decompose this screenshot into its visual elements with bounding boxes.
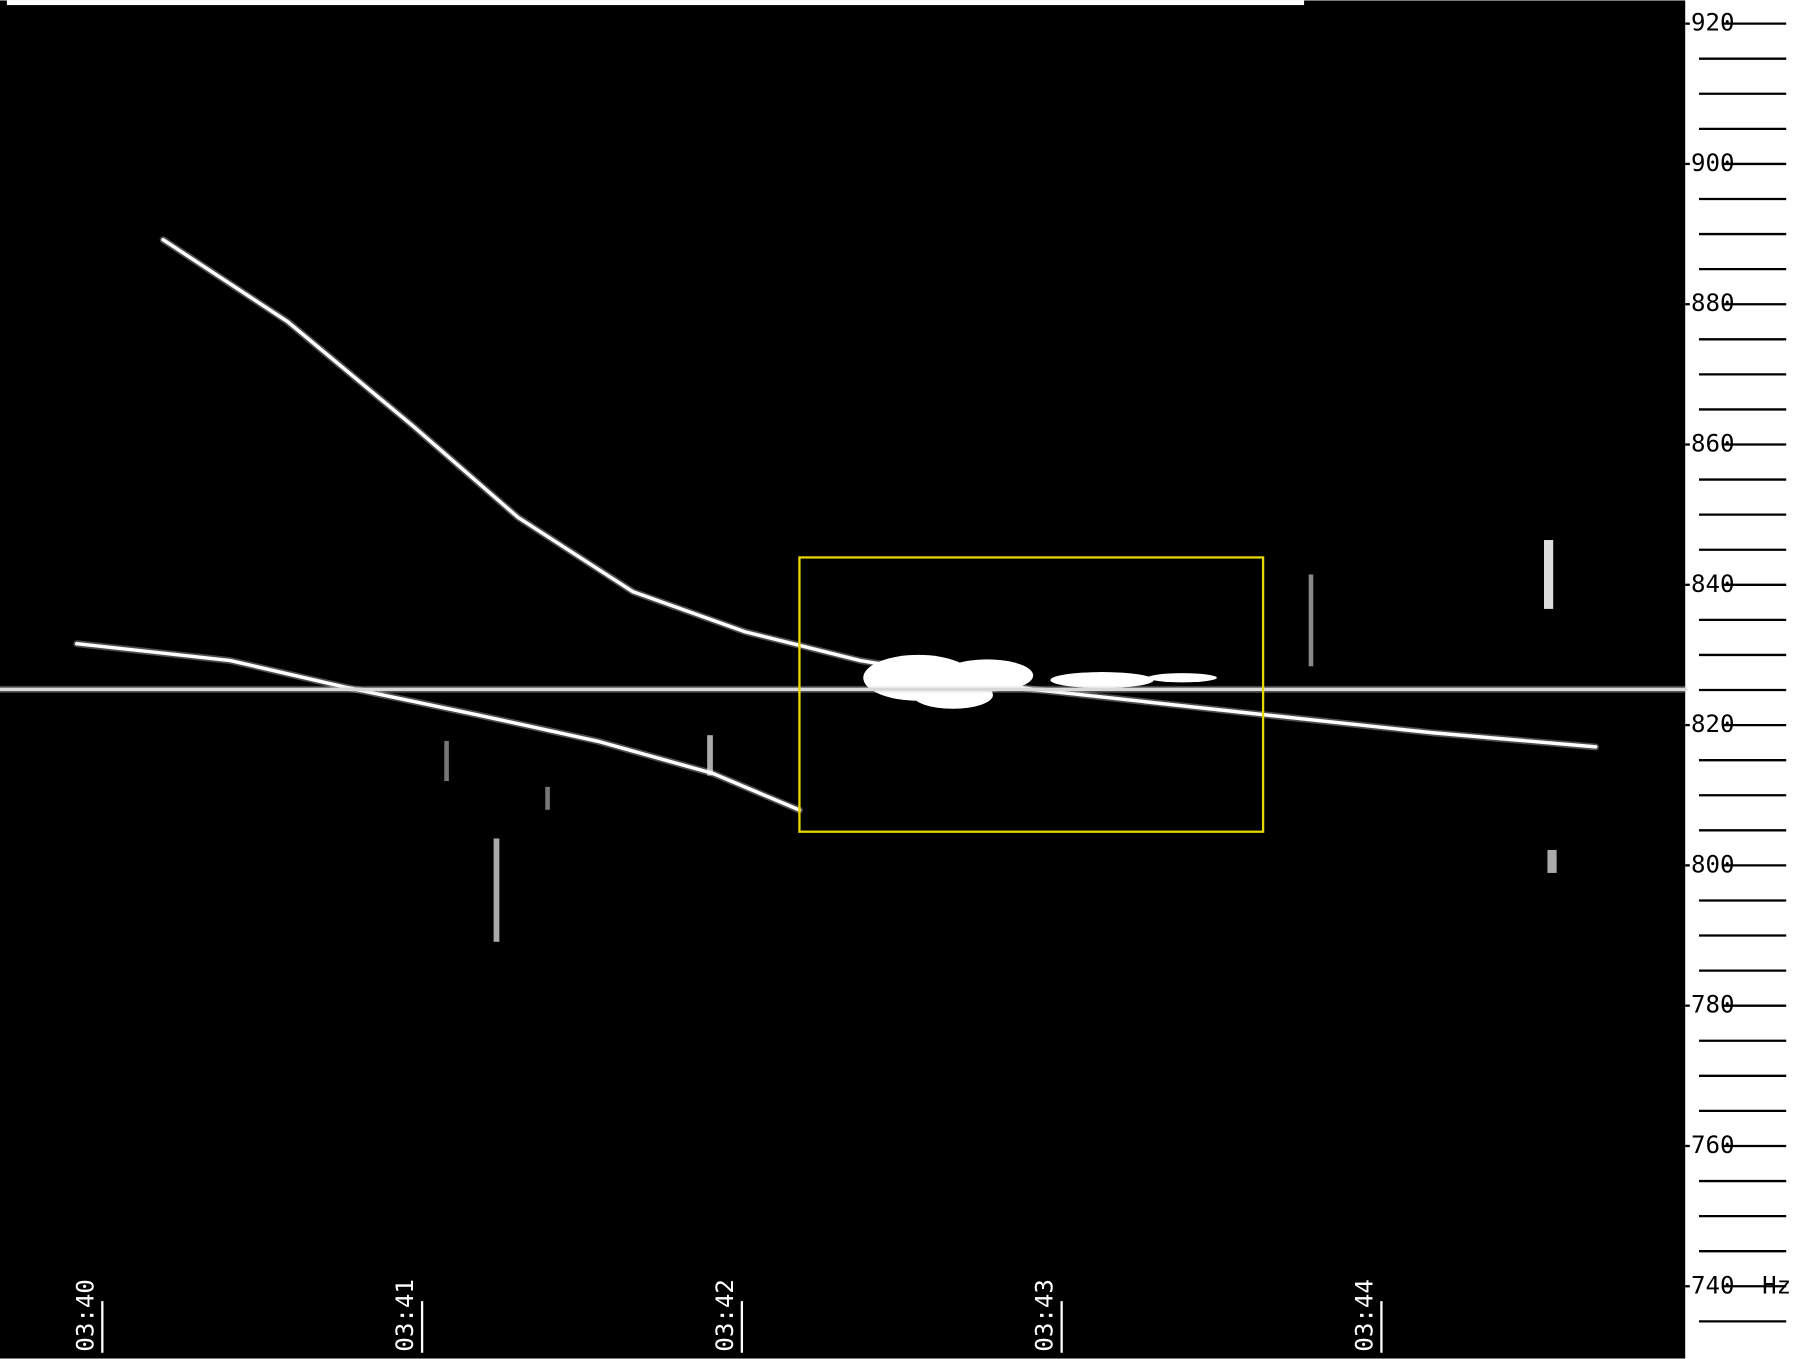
x-tick-label: 03:42 xyxy=(711,1279,739,1352)
x-tick-label: 03:41 xyxy=(391,1279,419,1352)
y-tick-label: 880 xyxy=(1691,289,1735,317)
top-bar xyxy=(6,0,1305,6)
y-tick-label: 760 xyxy=(1691,1131,1735,1159)
trace xyxy=(161,237,1598,749)
y-tick-label: 780 xyxy=(1691,991,1735,1019)
y-unit: Hz xyxy=(1762,1271,1791,1299)
y-tick-label: 900 xyxy=(1691,149,1735,177)
plot-background xyxy=(0,0,1686,1359)
x-tick-label: 03:44 xyxy=(1350,1279,1378,1352)
x-tick-label: 03:40 xyxy=(71,1279,99,1352)
y-tick-label: 840 xyxy=(1691,570,1735,598)
y-tick-label: 740 xyxy=(1691,1271,1735,1299)
highlight-box xyxy=(798,556,1265,833)
trace xyxy=(75,641,802,812)
y-tick-label: 820 xyxy=(1691,710,1735,738)
x-tick-label: 03:43 xyxy=(1031,1279,1059,1352)
y-tick-label: 800 xyxy=(1691,850,1735,878)
y-tick-label: 860 xyxy=(1691,430,1735,458)
y-tick-label: 920 xyxy=(1691,9,1735,37)
